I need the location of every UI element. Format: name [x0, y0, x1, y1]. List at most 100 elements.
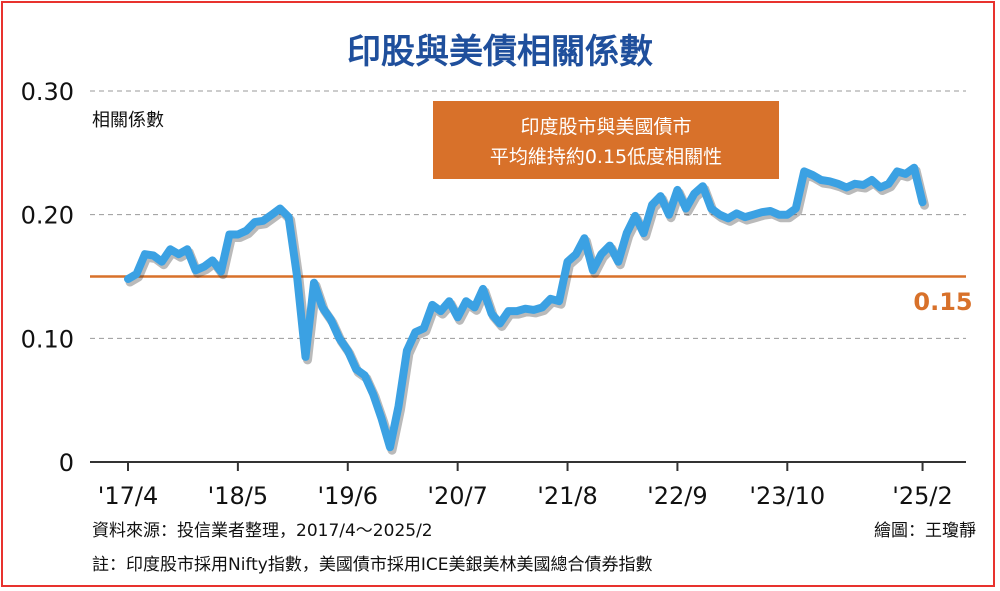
- data-point: [319, 304, 326, 311]
- data-point: [201, 263, 208, 270]
- data-point: [708, 205, 715, 212]
- data-point: [505, 308, 512, 315]
- data-point: [429, 301, 436, 308]
- data-point: [192, 267, 199, 274]
- data-point: [234, 231, 241, 238]
- data-point: [835, 180, 841, 187]
- data-point: [742, 214, 748, 221]
- x-tick-label: '22/9: [647, 482, 708, 510]
- data-point: [446, 298, 453, 305]
- data-point: [919, 199, 926, 206]
- data-point: [530, 306, 537, 313]
- data-point: [733, 210, 740, 217]
- data-point: [226, 231, 233, 238]
- data-point: [564, 258, 571, 265]
- data-point: [175, 251, 182, 258]
- data-point: [657, 193, 664, 200]
- data-point: [606, 242, 613, 249]
- footnote: 註：印度股市採用Nifty指數，美國債市採用ICE美銀美林美國總合債券指數: [92, 555, 652, 575]
- data-point: [589, 267, 596, 274]
- data-point: [480, 285, 486, 292]
- data-point: [581, 235, 588, 242]
- data-point: [666, 211, 672, 218]
- data-point: [682, 205, 689, 212]
- data-point: [463, 298, 470, 305]
- data-point: [632, 212, 639, 219]
- data-point: [378, 415, 385, 422]
- x-tick-label: '23/10: [749, 482, 825, 510]
- x-ticks: '17/4 '18/5 '19/6 '20/7 '21/8 '22/9 '23/10 '25/…: [98, 462, 953, 510]
- data-point: [598, 251, 605, 258]
- data-point: [860, 182, 867, 188]
- data-point: [843, 184, 850, 191]
- data-point: [302, 353, 309, 360]
- data-point: [133, 271, 140, 277]
- data-point: [556, 298, 563, 305]
- x-tick-label: '17/4: [98, 482, 159, 510]
- data-point: [268, 211, 275, 218]
- data-point: [775, 211, 782, 218]
- source-note: 資料來源：投信業者整理，2017/4～2025/2: [92, 521, 433, 541]
- data-point: [767, 208, 774, 214]
- grid-lines: [90, 90, 966, 339]
- data-point: [243, 227, 250, 234]
- data-point: [158, 258, 165, 265]
- data-point: [691, 190, 698, 197]
- data-point: [125, 276, 131, 282]
- data-point: [370, 391, 377, 397]
- data-point: [218, 268, 224, 275]
- data-point: [784, 211, 791, 218]
- data-point: [327, 316, 334, 323]
- annotation-line-1: 印度股市與美國債市: [520, 116, 691, 138]
- data-point: [167, 246, 174, 253]
- x-tick-label: '18/5: [208, 482, 269, 510]
- y-tick-labels: 0 0.10 0.20 0.30: [21, 78, 74, 477]
- data-point: [437, 308, 444, 315]
- data-point: [640, 230, 647, 237]
- data-point: [725, 215, 732, 222]
- annotation-line-2: 平均維持約0.15低度相關性: [490, 146, 722, 168]
- data-point: [615, 258, 622, 265]
- data-point: [471, 304, 478, 311]
- data-point: [716, 211, 723, 218]
- data-point: [285, 214, 292, 221]
- data-point: [513, 308, 520, 315]
- data-point: [395, 403, 402, 410]
- data-point: [522, 305, 529, 312]
- data-point: [877, 184, 884, 191]
- credit-note: 繪圖：王瓊靜: [874, 521, 976, 541]
- data-point: [851, 180, 858, 187]
- chart-title: 印股與美債相關係數: [347, 32, 653, 72]
- data-point: [894, 168, 901, 175]
- data-point: [209, 257, 216, 264]
- data-point: [251, 219, 258, 226]
- data-point: [539, 304, 546, 311]
- data-point: [826, 178, 833, 185]
- data-point: [649, 201, 656, 208]
- series-group: [124, 163, 929, 455]
- data-point: [547, 295, 554, 302]
- data-point: [885, 180, 892, 187]
- x-tick-label: '19/6: [318, 482, 379, 510]
- y-tick-label: 0.10: [21, 325, 74, 353]
- data-point: [412, 329, 419, 336]
- y-tick-label: 0.30: [21, 78, 74, 106]
- y-axis-label: 相關係數: [92, 110, 164, 131]
- data-point: [344, 347, 351, 354]
- data-point: [294, 273, 301, 280]
- data-point: [902, 170, 909, 177]
- data-point: [868, 177, 875, 183]
- data-point: [573, 251, 579, 258]
- annotation-box: 印度股市與美國債市 平均維持約0.15低度相關性: [433, 101, 779, 179]
- x-tick-label: '20/7: [427, 482, 488, 510]
- data-point: [699, 183, 706, 190]
- x-tick-label: '25/2: [892, 482, 953, 510]
- x-tick-label: '21/8: [537, 482, 598, 510]
- data-point: [792, 205, 799, 212]
- data-point: [260, 217, 267, 224]
- y-tick-label: 0: [59, 449, 74, 477]
- data-point: [277, 205, 284, 212]
- data-point: [911, 164, 918, 171]
